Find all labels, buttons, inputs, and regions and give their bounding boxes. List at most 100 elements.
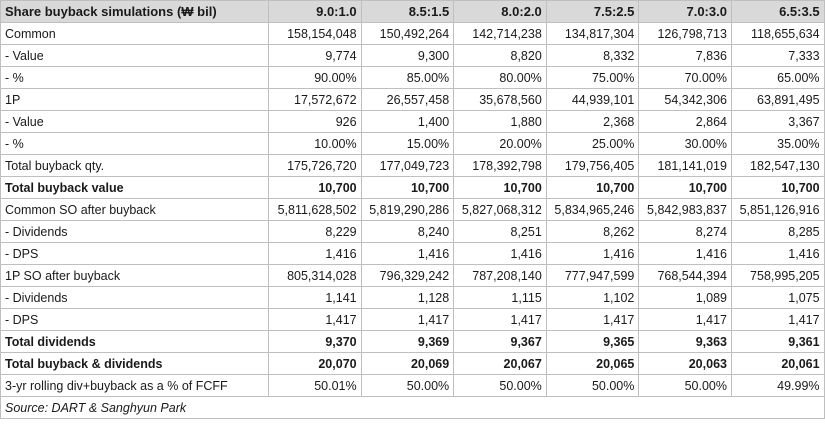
table-cell: 20,067 xyxy=(453,352,547,375)
table-cell: 5,834,965,246 xyxy=(545,198,640,221)
table-cell: 26,557,458 xyxy=(360,88,455,111)
table-cell: 30.00% xyxy=(638,132,732,155)
table-cell: 1,416 xyxy=(360,242,455,265)
table-cell: 9,300 xyxy=(360,44,455,67)
table-row: 1P SO after buyback 805,314,028 796,329,24… xyxy=(0,264,825,287)
table-cell: 182,547,130 xyxy=(730,154,825,177)
table-cell: 50.00% xyxy=(638,374,732,397)
table-cell: 777,947,599 xyxy=(545,264,640,287)
table-cell: 9,370 xyxy=(268,330,362,353)
table-cell: 17,572,672 xyxy=(268,88,362,111)
table-cell: 1,417 xyxy=(268,308,362,331)
table-row: Total buyback qty. 175,726,720 177,049,723… xyxy=(0,154,825,177)
table-cell: 142,714,238 xyxy=(453,22,547,45)
column-header: 8.0:2.0 xyxy=(453,0,547,23)
table-cell: 7,333 xyxy=(730,44,825,67)
table-cell: 1,089 xyxy=(638,286,732,309)
row-label: Total buyback & dividends xyxy=(0,352,269,375)
table-cell: 10,700 xyxy=(730,176,825,199)
table-cell: 1,416 xyxy=(638,242,732,265)
table-cell: 8,251 xyxy=(453,220,547,243)
row-label: Total buyback qty. xyxy=(0,154,269,177)
table-title: Share buyback simulations (₩ bil) xyxy=(0,0,269,23)
table-cell: 49.99% xyxy=(730,374,825,397)
row-label: 3-yr rolling div+buyback as a % of FCFF xyxy=(0,374,269,397)
column-header: 8.5:1.5 xyxy=(360,0,455,23)
table-cell: 50.01% xyxy=(268,374,362,397)
table-cell: 126,798,713 xyxy=(638,22,732,45)
table-cell: 5,827,068,312 xyxy=(453,198,547,221)
table-cell: 8,240 xyxy=(360,220,455,243)
table-cell: 1,417 xyxy=(730,308,825,331)
table-cell: 768,544,394 xyxy=(638,264,732,287)
table-cell: 1,416 xyxy=(730,242,825,265)
table-cell: 15.00% xyxy=(360,132,455,155)
row-label: 1P xyxy=(0,88,269,111)
table-cell: 90.00% xyxy=(268,66,362,89)
row-label: - DPS xyxy=(0,308,269,331)
table-cell: 1,417 xyxy=(545,308,640,331)
table-cell: 8,229 xyxy=(268,220,362,243)
table-cell: 8,274 xyxy=(638,220,732,243)
table-cell: 796,329,242 xyxy=(360,264,455,287)
column-header: 7.0:3.0 xyxy=(638,0,732,23)
table-row: - DPS 1,416 1,416 1,416 1,416 1,416 1,416 xyxy=(0,242,825,265)
row-label: - % xyxy=(0,66,269,89)
table-cell: 1,141 xyxy=(268,286,362,309)
table-cell: 50.00% xyxy=(545,374,640,397)
table-cell: 10,700 xyxy=(638,176,732,199)
table-cell: 70.00% xyxy=(638,66,732,89)
table-cell: 9,774 xyxy=(268,44,362,67)
table-cell: 50.00% xyxy=(360,374,455,397)
table-cell: 118,655,634 xyxy=(730,22,825,45)
table-row: - % 10.00% 15.00% 20.00% 25.00% 30.00% 35.00% xyxy=(0,132,825,155)
table-cell: 1,400 xyxy=(360,110,455,133)
row-label: - Value xyxy=(0,44,269,67)
column-header: 9.0:1.0 xyxy=(268,0,362,23)
table-cell: 20,061 xyxy=(730,352,825,375)
table-cell: 9,369 xyxy=(360,330,455,353)
table-cell: 787,208,140 xyxy=(453,264,547,287)
table-cell: 10.00% xyxy=(268,132,362,155)
table-cell: 5,851,126,916 xyxy=(730,198,825,221)
table-cell: 20,070 xyxy=(268,352,362,375)
table-cell: 8,820 xyxy=(453,44,547,67)
table-cell: 35.00% xyxy=(730,132,825,155)
table-cell: 35,678,560 xyxy=(453,88,547,111)
table-cell: 1,102 xyxy=(545,286,640,309)
table-cell: 2,864 xyxy=(638,110,732,133)
table-cell: 179,756,405 xyxy=(545,154,640,177)
row-label: Total buyback value xyxy=(0,176,269,199)
table-row: 3-yr rolling div+buyback as a % of FCFF 5… xyxy=(0,374,825,397)
table-cell: 75.00% xyxy=(545,66,640,89)
table-cell: 10,700 xyxy=(453,176,547,199)
table-cell: 9,367 xyxy=(453,330,547,353)
table-row: Total dividends 9,370 9,369 9,367 9,365 9,363… xyxy=(0,330,825,353)
table-cell: 10,700 xyxy=(545,176,640,199)
table-cell: 80.00% xyxy=(453,66,547,89)
table-cell: 805,314,028 xyxy=(268,264,362,287)
table-cell: 1,880 xyxy=(453,110,547,133)
share-buyback-table: Share buyback simulations (₩ bil) 9.0:1.… xyxy=(0,0,825,419)
table-row: - % 90.00% 85.00% 80.00% 75.00% 70.00% 65.00% xyxy=(0,66,825,89)
row-label: - Dividends xyxy=(0,220,269,243)
table-cell: 1,417 xyxy=(638,308,732,331)
column-header: 6.5:3.5 xyxy=(730,0,825,23)
table-row: - Dividends 1,141 1,128 1,115 1,102 1,089 1,07… xyxy=(0,286,825,309)
header-row: Share buyback simulations (₩ bil) 9.0:1.… xyxy=(0,0,825,23)
table-body: Common 158,154,048 150,492,264 142,714,238 1… xyxy=(0,22,825,419)
row-label: - DPS xyxy=(0,242,269,265)
table-row: - Dividends 8,229 8,240 8,251 8,262 8,274 8,28… xyxy=(0,220,825,243)
table-cell: 8,285 xyxy=(730,220,825,243)
row-label: - % xyxy=(0,132,269,155)
table-cell: 20,063 xyxy=(638,352,732,375)
table-cell: 9,365 xyxy=(545,330,640,353)
table-cell: 134,817,304 xyxy=(545,22,640,45)
table-cell: 5,819,290,286 xyxy=(360,198,455,221)
table-cell: 1,417 xyxy=(360,308,455,331)
table-cell: 175,726,720 xyxy=(268,154,362,177)
table-cell: 65.00% xyxy=(730,66,825,89)
table-cell: 5,811,628,502 xyxy=(268,198,362,221)
table-cell: 926 xyxy=(268,110,362,133)
